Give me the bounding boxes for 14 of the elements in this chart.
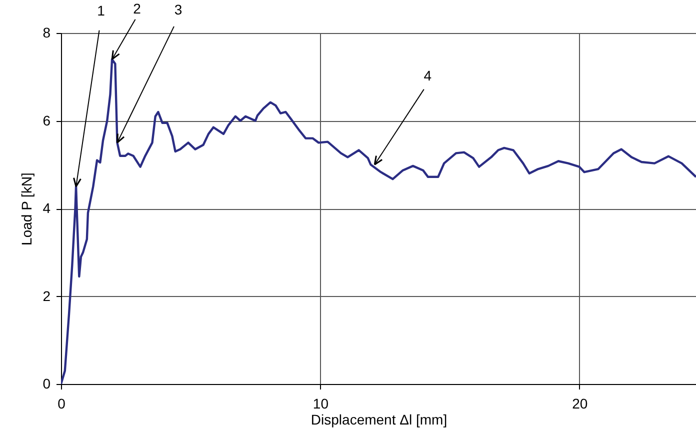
y-tick-label: 4: [42, 200, 51, 216]
x-tick-label: 20: [572, 396, 588, 412]
y-tick-label: 0: [42, 376, 51, 392]
annotation: 2: [133, 0, 142, 16]
annotation: 3: [174, 2, 182, 18]
y-axis-title: Load P [kN]: [18, 172, 35, 246]
x-tick-label: 0: [58, 396, 66, 412]
y-tick-label: 6: [42, 112, 51, 128]
y-tick-label: 8: [42, 24, 51, 40]
annotation: 1: [97, 2, 106, 19]
annotation: 4: [424, 68, 432, 84]
x-tick-label: 10: [312, 396, 329, 412]
y-tick-label: 2: [42, 288, 51, 304]
x-axis-title: Displacement Δl [mm]: [310, 412, 448, 428]
